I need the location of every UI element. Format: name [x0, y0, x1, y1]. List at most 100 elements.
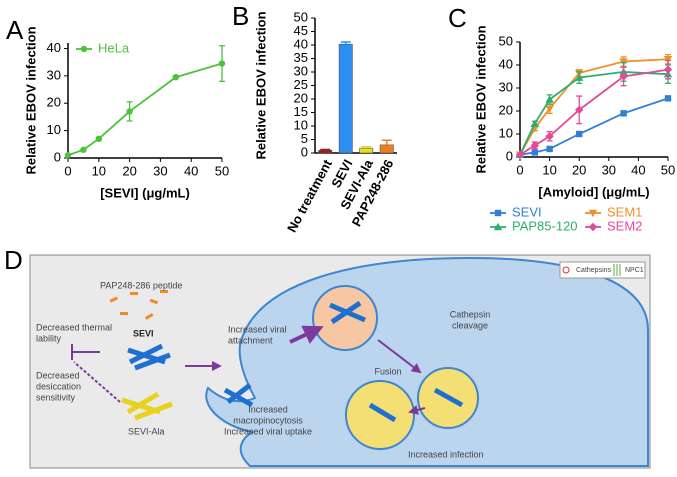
arrow	[71, 325, 426, 415]
point	[545, 95, 554, 103]
legend-marker	[494, 209, 502, 217]
legend-marker	[588, 222, 598, 232]
point	[620, 110, 627, 117]
key-box	[559, 261, 646, 279]
x-tick-label: 0	[516, 162, 523, 177]
x-axis-label: [SEVI] (μg/mL)	[100, 185, 190, 200]
x-tick-label: 20	[572, 162, 586, 177]
error-bar	[320, 148, 331, 151]
y-tick-label: 20	[47, 95, 61, 110]
y-tick-label: 40	[499, 56, 513, 71]
point	[530, 141, 539, 150]
line	[519, 97, 669, 156]
diagram-label: sensitivity	[36, 392, 76, 402]
point	[545, 105, 554, 113]
y-tick-label: 30	[47, 67, 61, 82]
x-tick-label: 10	[92, 163, 106, 178]
diagram-label: SEVI	[133, 328, 154, 338]
bar	[318, 150, 333, 154]
peptide	[109, 290, 168, 320]
y-axis-label: Relative EBOV infection	[253, 11, 268, 159]
y-tick-label: 40	[294, 36, 308, 51]
y-tick-label: 50	[294, 9, 308, 24]
y-axis-label: Relative EBOV infection	[23, 26, 38, 174]
y-tick-label: 0	[301, 144, 308, 159]
diagram-label: attachment	[228, 335, 273, 345]
point	[575, 105, 584, 115]
fibril	[121, 391, 173, 421]
vesicle	[345, 380, 415, 450]
diagram-label: Fusion	[374, 366, 401, 376]
diagram-label: Increased infection	[408, 449, 484, 459]
bar	[359, 147, 374, 154]
point	[515, 150, 525, 159]
diagram-label: PAP248-286 peptide	[100, 280, 182, 290]
legend-marker	[588, 209, 598, 218]
y-tick-label: 10	[499, 125, 513, 140]
x-tick-label: 0	[64, 163, 71, 178]
x-tick-label: 30	[153, 163, 167, 178]
panel-label: B	[232, 1, 249, 31]
key-label: NPC1	[625, 267, 644, 274]
y-axis-label: Relative EBOV infection	[473, 25, 488, 173]
y-tick-label: 50	[499, 33, 513, 48]
y-tick-label: 15	[294, 104, 308, 119]
key-icon	[562, 266, 570, 274]
point	[530, 119, 539, 127]
diagram-label: Increased viral	[228, 324, 287, 334]
diagram-label: SEVI-Ala	[128, 426, 165, 436]
x-tick-label: No treatment	[284, 156, 335, 234]
legend-label: PAP85-120	[512, 218, 578, 233]
bar	[379, 144, 394, 154]
x-axis-label: [Amyloid] (μg/mL)	[538, 184, 649, 199]
point	[531, 149, 538, 156]
line	[519, 58, 669, 156]
y-tick-label: 45	[294, 23, 308, 38]
x-tick-label: 50	[215, 163, 229, 178]
y-tick-label: 10	[294, 117, 308, 132]
y-tick-label: 20	[499, 102, 513, 117]
y-tick-label: 30	[499, 79, 513, 94]
point	[218, 60, 226, 67]
point	[575, 73, 584, 81]
panel-label: D	[4, 245, 23, 275]
point	[545, 132, 554, 141]
x-tick-label: 50	[661, 162, 675, 177]
point	[663, 65, 673, 74]
y-tick-label: 25	[294, 77, 308, 92]
error-bar	[381, 139, 392, 145]
fibril	[127, 300, 464, 423]
vesicle	[312, 285, 378, 351]
point	[80, 146, 87, 153]
y-tick-label: 35	[294, 50, 308, 65]
legend-label: HeLa	[98, 40, 130, 55]
diagram-label: Increased	[248, 404, 288, 414]
panel-label: A	[6, 15, 24, 45]
y-tick-label: 0	[506, 148, 513, 163]
point	[95, 135, 102, 143]
point	[64, 152, 72, 159]
diagram-label: Cathepsin	[450, 309, 491, 319]
diagram-label: lability	[36, 333, 62, 343]
error-bar	[361, 146, 372, 149]
diagram-label: Decreased thermal	[36, 322, 112, 332]
y-tick-label: 30	[294, 63, 308, 78]
y-tick-label: 10	[47, 122, 61, 137]
diagram-label: macropinocytosis	[233, 415, 303, 425]
x-tick-label: 30	[602, 162, 616, 177]
legend-marker	[80, 45, 88, 53]
line	[67, 62, 223, 157]
y-tick-label: 5	[301, 131, 308, 146]
diagram: D Cathepsins NPC1 PAP248-286 peptide Dec…	[4, 245, 651, 469]
key-icon	[613, 264, 621, 276]
legend-label: SEVI	[512, 204, 542, 219]
y-tick-label: 0	[54, 149, 61, 164]
legend-label: SEM1	[607, 204, 642, 219]
legend-label: SEM2	[607, 218, 642, 233]
y-tick-label: 40	[47, 40, 61, 55]
legend-marker	[493, 222, 503, 231]
point	[664, 95, 672, 102]
panel-label: C	[448, 3, 467, 33]
diagram-label: Increased viral uptake	[224, 426, 312, 436]
